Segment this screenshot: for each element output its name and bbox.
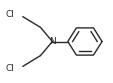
Text: Cl: Cl xyxy=(6,10,15,19)
Text: Cl: Cl xyxy=(6,64,15,73)
Text: N: N xyxy=(49,37,55,46)
